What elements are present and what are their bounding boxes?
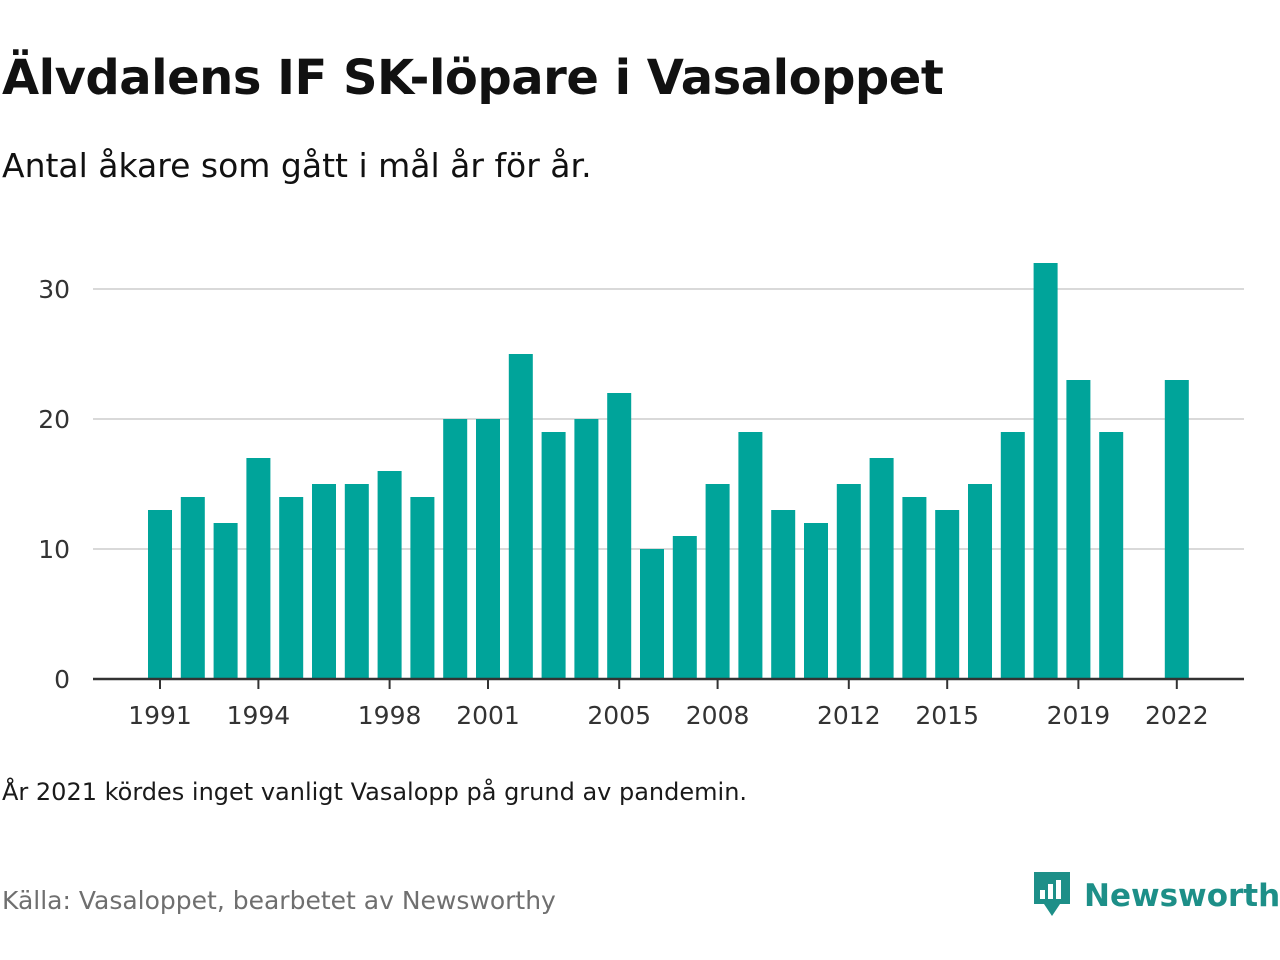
bar-1995 — [279, 497, 304, 679]
bar-2008 — [705, 484, 730, 679]
x-tick-label: 2008 — [686, 701, 750, 730]
bar-2005 — [607, 393, 632, 679]
bar-2013 — [869, 458, 894, 679]
x-tick-label: 2005 — [587, 701, 651, 730]
x-tick-label: 1998 — [358, 701, 422, 730]
bar-2019 — [1066, 380, 1091, 679]
bar-2016 — [968, 484, 992, 679]
bar-2001 — [476, 419, 500, 679]
bar-2017 — [1000, 432, 1025, 679]
bar-2006 — [640, 549, 664, 679]
bar-2022 — [1164, 380, 1189, 679]
y-tick-label: 20 — [38, 405, 70, 434]
bar-1993 — [213, 523, 238, 679]
chart-title: Älvdalens IF SK-löpare i Vasaloppet — [2, 50, 944, 106]
bar-2010 — [771, 510, 796, 679]
x-tick-label: 1991 — [128, 701, 192, 730]
x-tick-label: 2022 — [1145, 701, 1209, 730]
y-tick-label: 10 — [38, 535, 70, 564]
brand-logo: Newsworthy — [1030, 868, 1280, 924]
x-tick-label: 1994 — [227, 701, 291, 730]
bar-1992 — [180, 497, 205, 679]
bar-1998 — [377, 471, 402, 679]
bar-2014 — [902, 497, 927, 679]
bar-2007 — [672, 536, 697, 679]
y-tick-label: 0 — [54, 665, 70, 694]
bar-1991 — [148, 510, 172, 679]
bar-2003 — [541, 432, 566, 679]
x-tick-label: 2001 — [456, 701, 520, 730]
bar-1997 — [344, 484, 369, 679]
axes: 0 10 20 30 1991 1994 1998 2001 2005 2008 2012 2015 2… — [38, 275, 1244, 730]
bar-2000 — [443, 419, 468, 679]
bar-2011 — [804, 523, 828, 679]
x-tick-label: 2015 — [915, 701, 979, 730]
bar-1999 — [410, 497, 435, 679]
bar-2015 — [935, 510, 960, 679]
bar-2018 — [1033, 263, 1058, 679]
bar-1996 — [312, 484, 336, 679]
bar-2002 — [508, 354, 533, 679]
bar-2004 — [574, 419, 599, 679]
x-tick-label: 2019 — [1047, 701, 1111, 730]
bar-1994 — [246, 458, 271, 679]
chart-subtitle: Antal åkare som gått i mål år för år. — [2, 146, 592, 185]
footnote: År 2021 kördes inget vanligt Vasalopp på… — [2, 778, 748, 806]
x-tick-label: 2012 — [817, 701, 881, 730]
bar-2012 — [836, 484, 861, 679]
brand-name: Newsworthy — [1084, 878, 1280, 914]
bar-2020 — [1099, 432, 1124, 679]
bars — [148, 263, 1189, 679]
source-credit: Källa: Vasaloppet, bearbetet av Newswort… — [2, 886, 556, 915]
y-tick-label: 30 — [38, 275, 70, 304]
newsworthy-logo-icon — [1034, 872, 1070, 916]
bar-2009 — [738, 432, 763, 679]
